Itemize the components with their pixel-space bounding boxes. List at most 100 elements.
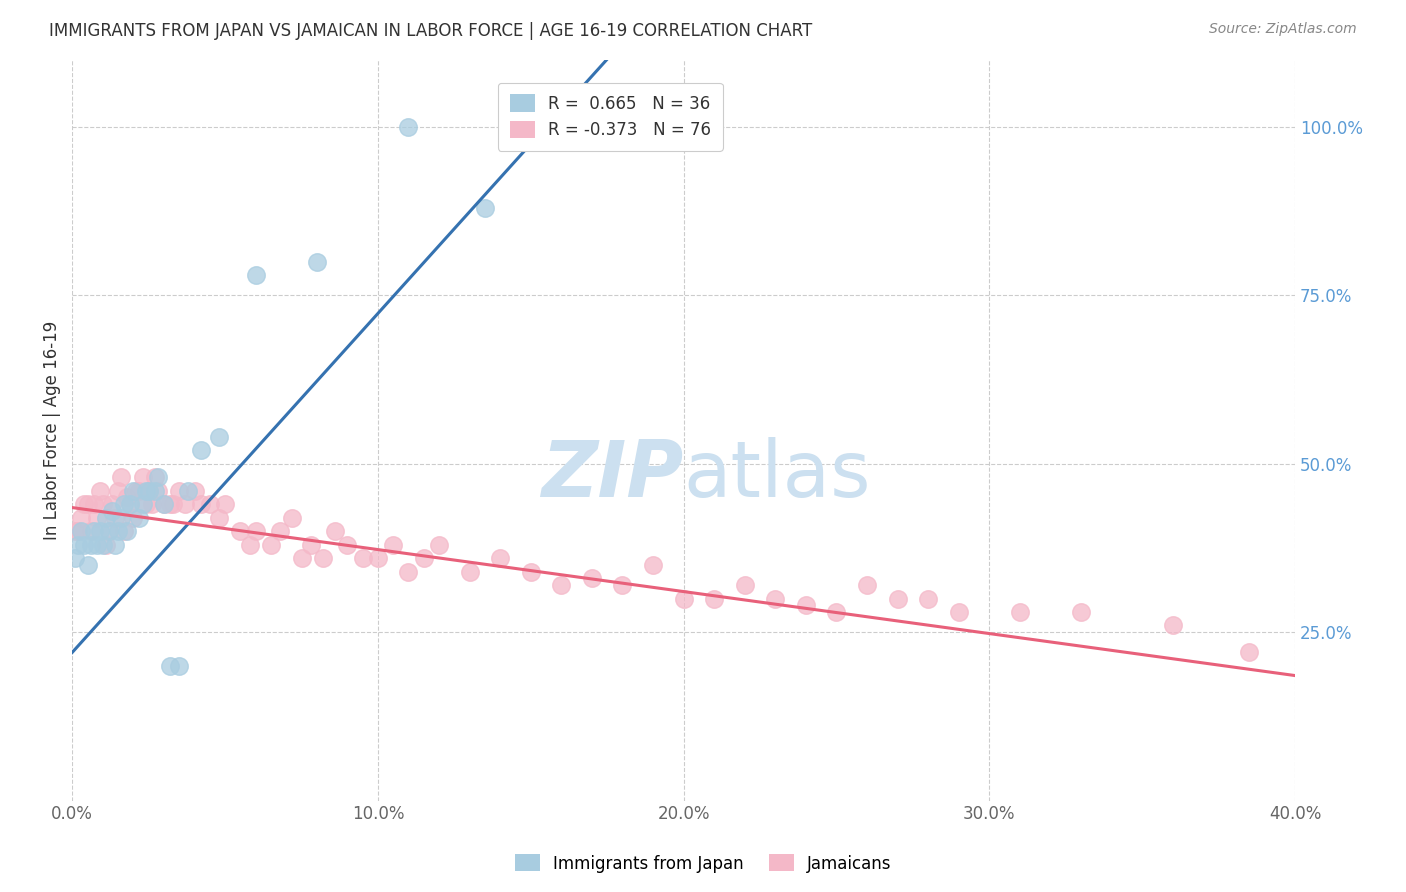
Point bbox=[825, 605, 848, 619]
Point bbox=[474, 201, 496, 215]
Point bbox=[70, 510, 93, 524]
Point bbox=[794, 599, 817, 613]
Point bbox=[352, 551, 374, 566]
Point bbox=[412, 551, 434, 566]
Point bbox=[70, 524, 93, 538]
Point bbox=[159, 497, 181, 511]
Point bbox=[79, 538, 101, 552]
Point bbox=[159, 659, 181, 673]
Point bbox=[703, 591, 725, 606]
Point bbox=[323, 524, 346, 538]
Text: atlas: atlas bbox=[683, 436, 872, 513]
Point bbox=[110, 510, 132, 524]
Point bbox=[183, 483, 205, 498]
Point bbox=[89, 483, 111, 498]
Point bbox=[290, 551, 312, 566]
Point bbox=[65, 551, 87, 566]
Text: ZIP: ZIP bbox=[541, 436, 683, 513]
Point bbox=[135, 483, 157, 498]
Point bbox=[367, 551, 389, 566]
Point bbox=[208, 510, 231, 524]
Text: Source: ZipAtlas.com: Source: ZipAtlas.com bbox=[1209, 22, 1357, 37]
Point bbox=[83, 524, 105, 538]
Point bbox=[128, 483, 150, 498]
Point bbox=[917, 591, 939, 606]
Point bbox=[153, 497, 176, 511]
Point bbox=[886, 591, 908, 606]
Point bbox=[1008, 605, 1031, 619]
Point bbox=[135, 497, 157, 511]
Point bbox=[76, 497, 98, 511]
Point bbox=[112, 524, 135, 538]
Point bbox=[101, 497, 124, 511]
Point bbox=[143, 483, 166, 498]
Point bbox=[94, 538, 117, 552]
Point bbox=[143, 470, 166, 484]
Point bbox=[162, 497, 184, 511]
Legend: Immigrants from Japan, Jamaicans: Immigrants from Japan, Jamaicans bbox=[508, 847, 898, 880]
Point bbox=[146, 470, 169, 484]
Point bbox=[101, 504, 124, 518]
Point bbox=[336, 538, 359, 552]
Point bbox=[1161, 618, 1184, 632]
Point bbox=[856, 578, 879, 592]
Y-axis label: In Labor Force | Age 16-19: In Labor Force | Age 16-19 bbox=[44, 320, 60, 540]
Point bbox=[245, 268, 267, 282]
Point bbox=[1070, 605, 1092, 619]
Point bbox=[131, 470, 153, 484]
Point bbox=[83, 497, 105, 511]
Point bbox=[281, 510, 304, 524]
Point bbox=[198, 497, 221, 511]
Point bbox=[167, 659, 190, 673]
Point bbox=[948, 605, 970, 619]
Point bbox=[427, 538, 450, 552]
Point bbox=[398, 565, 420, 579]
Point bbox=[190, 443, 212, 458]
Point bbox=[641, 558, 664, 572]
Point bbox=[174, 497, 197, 511]
Point bbox=[122, 510, 145, 524]
Point bbox=[117, 524, 139, 538]
Point bbox=[299, 538, 322, 552]
Point bbox=[269, 524, 291, 538]
Point bbox=[214, 497, 236, 511]
Point bbox=[97, 524, 120, 538]
Point bbox=[245, 524, 267, 538]
Point bbox=[520, 565, 543, 579]
Point bbox=[398, 120, 420, 134]
Point bbox=[612, 578, 634, 592]
Point bbox=[138, 483, 160, 498]
Point bbox=[138, 483, 160, 498]
Point bbox=[125, 483, 148, 498]
Point bbox=[229, 524, 252, 538]
Point bbox=[458, 565, 481, 579]
Point bbox=[79, 524, 101, 538]
Text: IMMIGRANTS FROM JAPAN VS JAMAICAN IN LABOR FORCE | AGE 16-19 CORRELATION CHART: IMMIGRANTS FROM JAPAN VS JAMAICAN IN LAB… bbox=[49, 22, 813, 40]
Point bbox=[73, 497, 96, 511]
Point bbox=[238, 538, 260, 552]
Point bbox=[107, 524, 129, 538]
Point bbox=[382, 538, 405, 552]
Point bbox=[146, 483, 169, 498]
Point bbox=[177, 483, 200, 498]
Point bbox=[76, 558, 98, 572]
Point bbox=[550, 578, 572, 592]
Legend: R =  0.665   N = 36, R = -0.373   N = 76: R = 0.665 N = 36, R = -0.373 N = 76 bbox=[498, 83, 723, 151]
Point bbox=[141, 497, 163, 511]
Point bbox=[67, 524, 90, 538]
Point bbox=[260, 538, 283, 552]
Point bbox=[153, 497, 176, 511]
Point bbox=[120, 497, 142, 511]
Point bbox=[73, 538, 96, 552]
Point bbox=[305, 254, 328, 268]
Point bbox=[208, 430, 231, 444]
Point bbox=[763, 591, 786, 606]
Point bbox=[112, 497, 135, 511]
Point bbox=[104, 510, 127, 524]
Point bbox=[104, 538, 127, 552]
Point bbox=[107, 483, 129, 498]
Point bbox=[97, 524, 120, 538]
Point bbox=[94, 510, 117, 524]
Point bbox=[312, 551, 335, 566]
Point bbox=[672, 591, 695, 606]
